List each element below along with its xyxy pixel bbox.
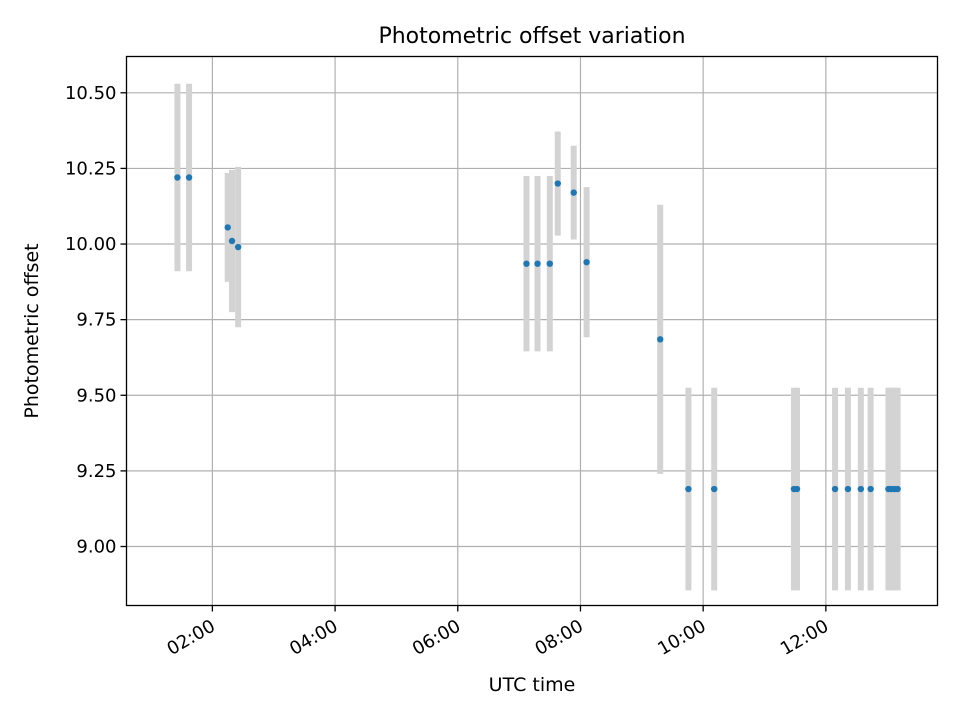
- data-point: [857, 485, 865, 493]
- y-tick-label: 10.00: [65, 234, 117, 255]
- grid-lines: [126, 56, 938, 606]
- data-point: [831, 485, 839, 493]
- y-tick-label: 10.25: [65, 158, 117, 179]
- data-point: [867, 485, 874, 493]
- x-axis-label: UTC time: [489, 674, 576, 696]
- y-tick-label: 10.50: [65, 83, 117, 104]
- data-points: [174, 174, 901, 493]
- data-point: [685, 485, 692, 493]
- y-tick-label: 9.25: [76, 461, 116, 482]
- y-tick-label: 9.00: [76, 537, 116, 558]
- data-point: [523, 260, 530, 267]
- data-point: [185, 174, 193, 181]
- data-point: [234, 243, 242, 251]
- data-point: [570, 189, 577, 196]
- plot-frame: [125, 55, 939, 607]
- data-point: [894, 485, 901, 493]
- data-point: [844, 485, 852, 493]
- x-axis-ticks: 02:00 04:00 06:00 08:00 10:00 12:00: [163, 605, 832, 660]
- error-bars: [174, 83, 901, 591]
- data-point: [710, 485, 718, 493]
- y-tick-label: 9.50: [76, 385, 116, 406]
- chart-title: Photometric offset variation: [378, 24, 685, 49]
- x-tick-label: 02:00: [163, 616, 218, 660]
- x-tick-label: 08:00: [532, 616, 587, 660]
- x-tick-label: 04:00: [286, 616, 341, 660]
- data-point: [657, 336, 664, 343]
- data-point: [224, 224, 231, 231]
- y-axis-label: Photometric offset: [21, 243, 43, 418]
- data-point: [583, 258, 590, 266]
- data-point: [546, 260, 553, 267]
- y-tick-label: 9.75: [76, 310, 116, 331]
- data-point: [174, 174, 181, 181]
- x-tick-label: 12:00: [777, 616, 832, 660]
- data-point: [534, 260, 541, 267]
- y-axis-ticks: 9.00 9.25 9.50 9.75 10.00 10.25 10.50: [65, 83, 127, 558]
- x-tick-label: 10:00: [654, 616, 709, 660]
- x-tick-label: 06:00: [409, 616, 464, 660]
- data-point: [228, 237, 236, 245]
- data-point: [554, 180, 561, 187]
- data-point: [793, 485, 801, 493]
